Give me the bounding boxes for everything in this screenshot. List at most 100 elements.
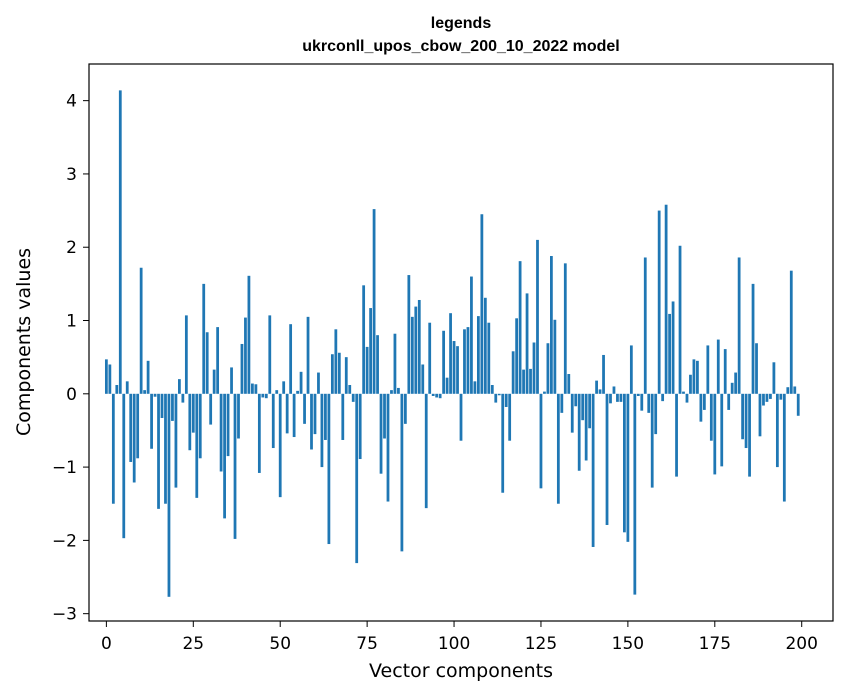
bar	[351, 393, 355, 402]
bar	[369, 308, 372, 394]
bar	[118, 90, 122, 394]
bar	[456, 346, 459, 394]
bar	[324, 393, 327, 440]
bar	[734, 372, 738, 394]
bar	[671, 301, 675, 394]
bar	[762, 393, 765, 406]
bar	[793, 386, 797, 394]
y-tick-label: 1	[66, 312, 77, 332]
x-axis-label: Vector components	[369, 660, 553, 682]
bar	[178, 379, 181, 394]
bar	[264, 393, 268, 399]
bar	[758, 393, 762, 437]
bar	[647, 393, 651, 413]
bar	[125, 381, 129, 394]
bar	[306, 316, 310, 394]
bar	[741, 393, 744, 440]
bar	[160, 393, 164, 418]
bar	[657, 210, 661, 394]
bar	[303, 393, 306, 424]
bar	[602, 354, 605, 394]
x-tick-label: 100	[438, 634, 470, 654]
bar	[696, 360, 699, 394]
bar	[251, 383, 254, 394]
bar	[341, 393, 345, 440]
bar	[188, 393, 192, 451]
bar	[689, 374, 692, 394]
bar	[428, 322, 432, 394]
bar	[327, 393, 331, 545]
chart-title: legends	[431, 15, 492, 32]
bar	[237, 393, 240, 439]
bar	[397, 387, 400, 394]
bar	[278, 393, 282, 498]
bar	[261, 393, 265, 398]
bar	[487, 322, 491, 394]
bar	[282, 381, 286, 394]
bar	[560, 393, 564, 413]
bar	[692, 359, 696, 394]
bar	[438, 393, 442, 399]
bar	[285, 393, 289, 434]
x-tick-label: 0	[101, 634, 112, 654]
x-tick-label: 75	[356, 634, 378, 654]
bar	[205, 332, 209, 394]
bar	[195, 393, 199, 498]
bar	[226, 393, 230, 457]
bars-group	[104, 90, 800, 597]
bar	[355, 393, 359, 564]
bar	[550, 256, 553, 394]
bar	[574, 393, 578, 407]
bar	[723, 349, 727, 394]
bar	[421, 364, 425, 394]
bar	[115, 385, 119, 394]
bar	[654, 393, 658, 435]
bar	[476, 316, 480, 394]
bar	[230, 367, 233, 394]
bar	[247, 275, 251, 394]
bar	[108, 364, 112, 394]
bar	[782, 393, 786, 502]
bar	[244, 317, 247, 394]
bar	[424, 393, 428, 509]
bar	[358, 393, 362, 460]
bar	[786, 387, 790, 394]
bar	[317, 372, 320, 394]
bar	[716, 339, 720, 394]
bar	[310, 393, 313, 450]
bar	[407, 275, 411, 394]
bar	[775, 393, 779, 468]
bar	[515, 318, 519, 394]
x-tick-label: 50	[269, 634, 291, 654]
bar	[417, 299, 421, 394]
bar	[570, 393, 574, 433]
y-tick-label: 3	[66, 165, 77, 185]
bar	[400, 393, 404, 552]
bar	[136, 393, 140, 459]
bar	[299, 371, 303, 394]
bar	[466, 327, 470, 394]
bar	[240, 343, 244, 394]
y-tick-label: 2	[66, 238, 77, 258]
bar	[132, 393, 136, 483]
bar	[289, 324, 293, 394]
y-tick-label: 0	[66, 385, 77, 405]
bar	[685, 393, 689, 403]
bar	[532, 342, 536, 394]
bar	[595, 380, 598, 394]
bar	[546, 343, 550, 394]
bar	[643, 257, 647, 394]
bar	[584, 393, 588, 461]
bar	[769, 393, 772, 399]
bar	[675, 393, 678, 477]
bar	[431, 393, 435, 396]
bar	[626, 393, 630, 542]
bar	[153, 393, 157, 397]
bar	[275, 390, 279, 394]
bar	[480, 214, 484, 394]
bar	[330, 354, 334, 394]
y-tick-label: 4	[66, 92, 77, 112]
bar	[292, 393, 296, 438]
bar	[678, 245, 682, 394]
bar	[563, 263, 567, 394]
